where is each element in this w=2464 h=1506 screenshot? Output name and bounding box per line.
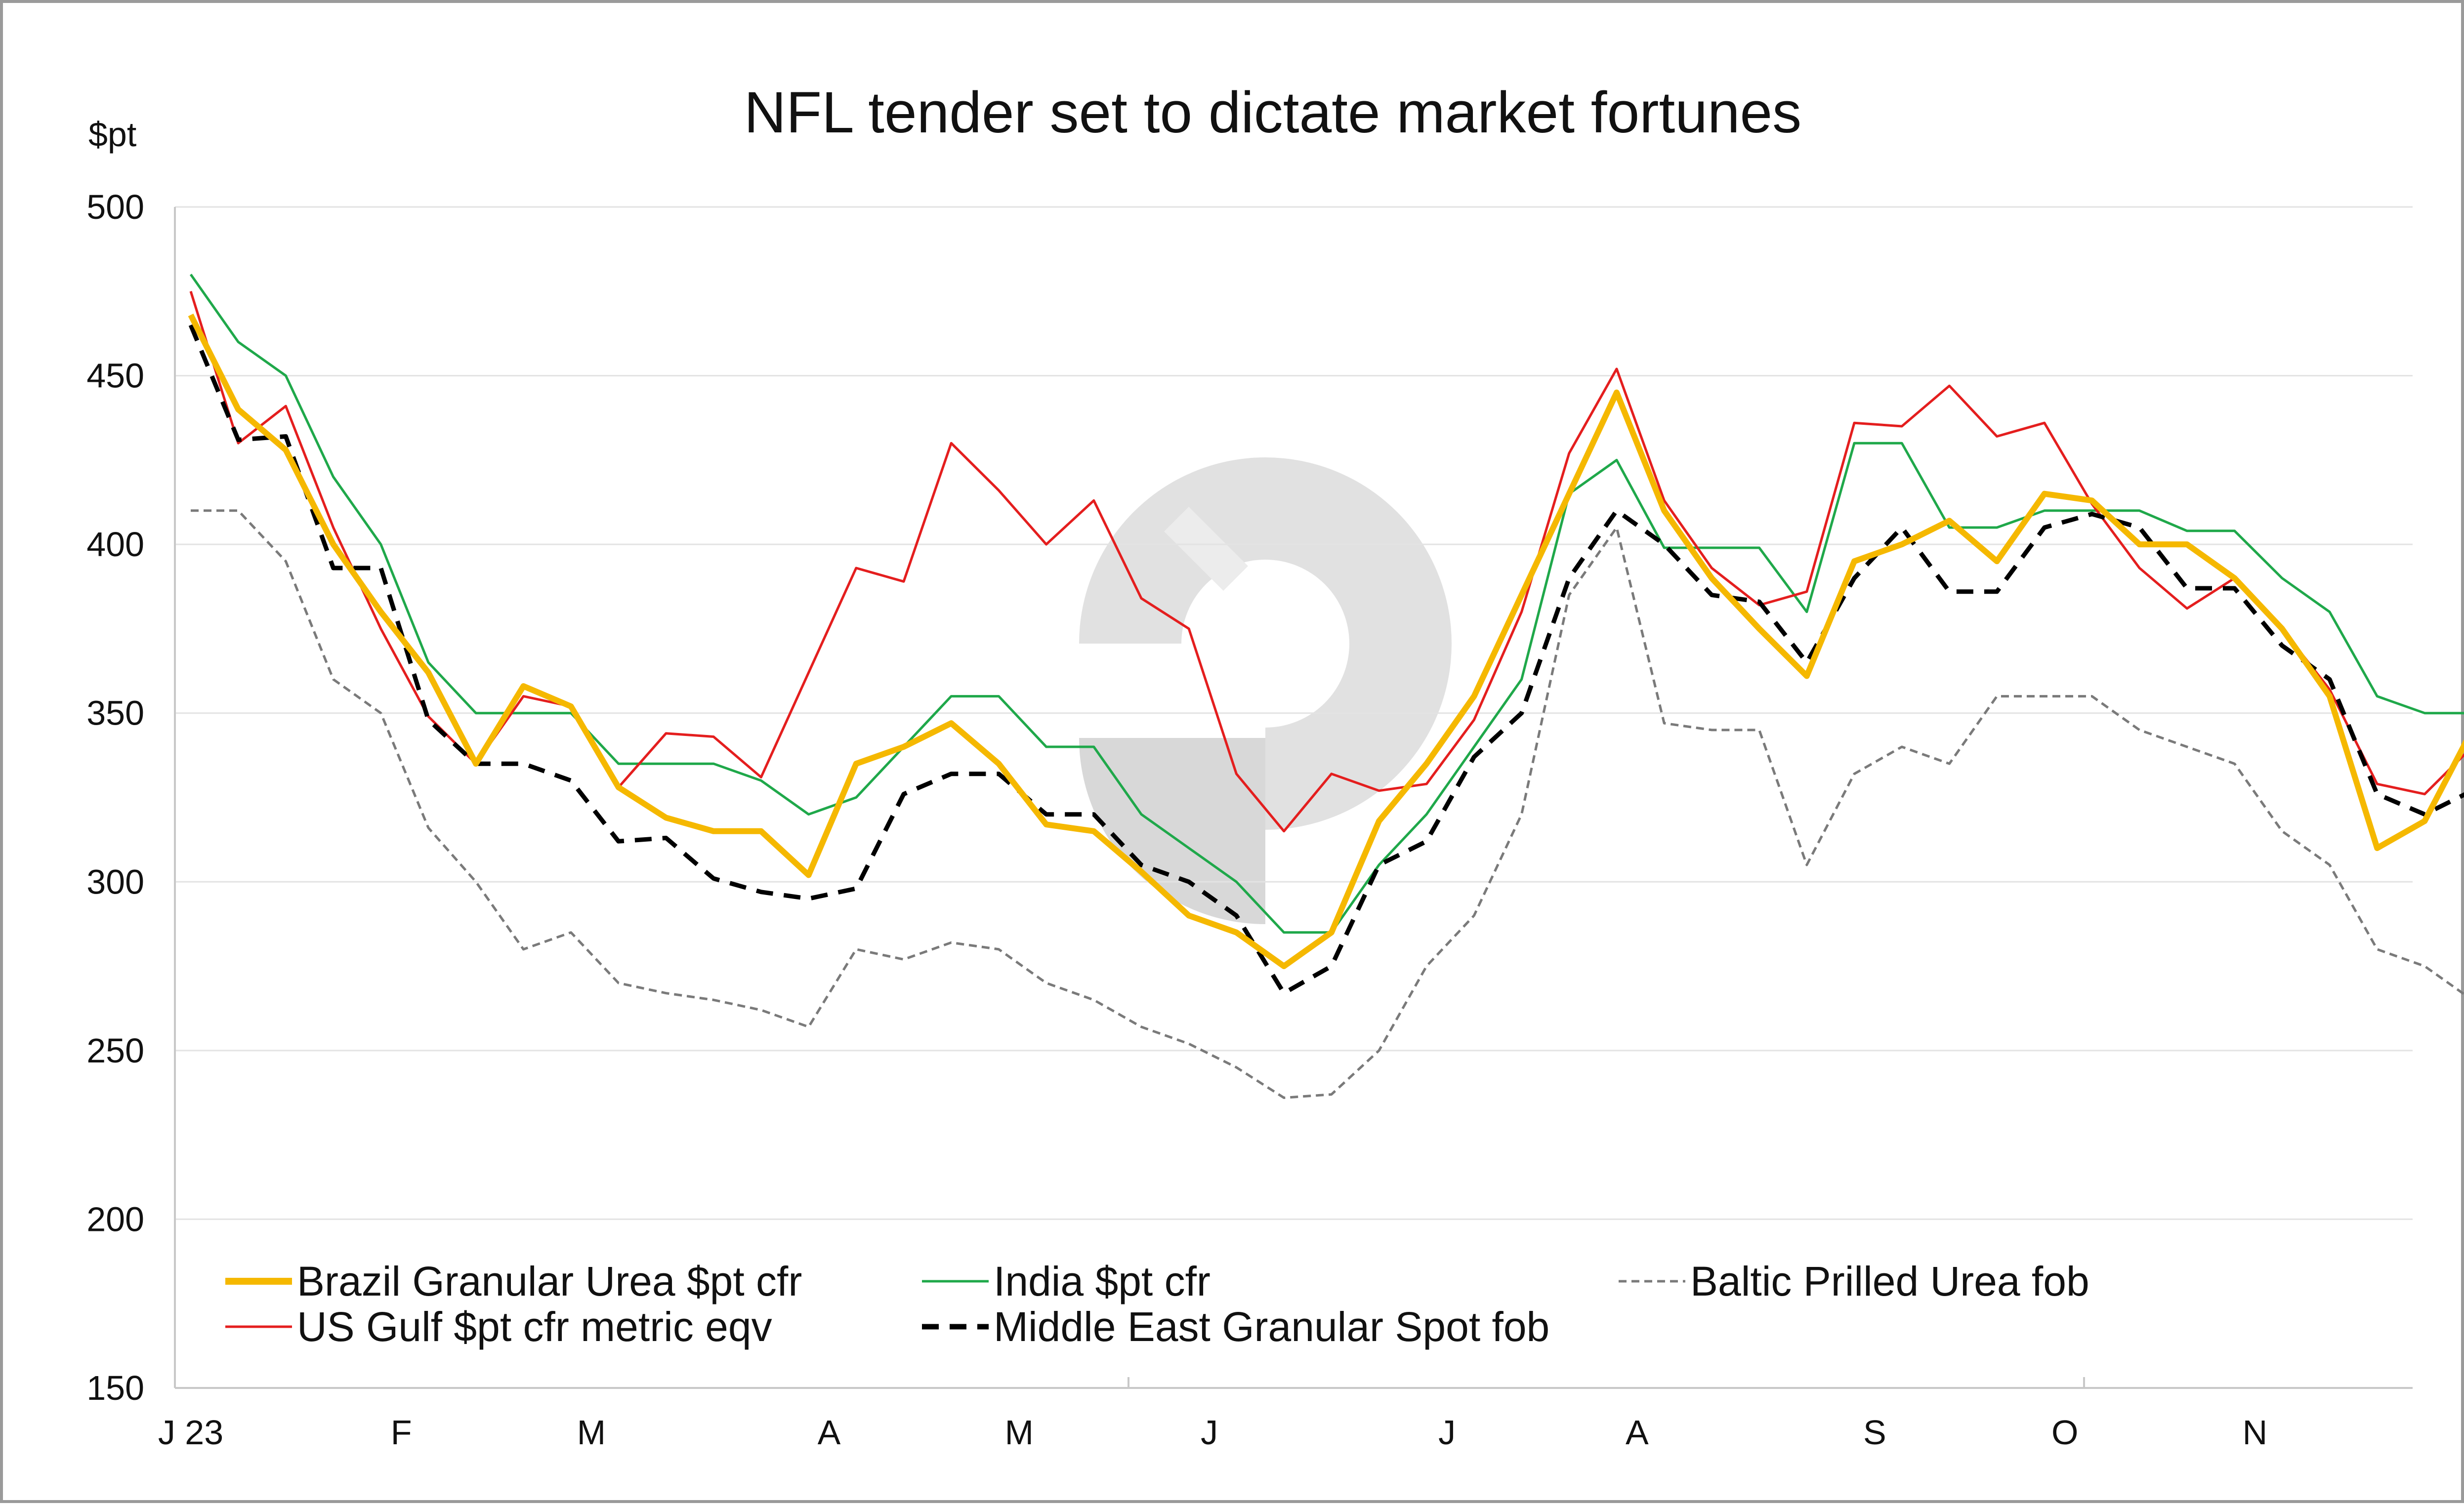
x-tick-label: O [2051,1413,2078,1452]
x-tick-labels: J 23FMAMJJASONDJ 24F [158,1413,2268,1452]
y-axis-label: $pt [88,115,136,154]
y-tick-label: 150 [86,1369,144,1407]
x-tick-label: J 23 [158,1413,223,1452]
y-tick-label: 350 [86,694,144,733]
legend: Brazil Granular Urea $pt cfr India $pt cf… [225,1258,2089,1350]
x-tick-label: A [818,1413,841,1452]
series-lines [188,274,2464,1099]
series-line-1 [189,274,2464,934]
x-tick-label: J [1438,1413,1456,1452]
x-tick-label: N [2243,1413,2268,1452]
x-tick-label: J [1201,1413,1218,1452]
y-tick-label: 450 [86,357,144,395]
y-tick-label: 400 [86,525,144,564]
legend-label: Baltic Prilled Urea fob [1690,1258,2089,1304]
watermark-logo [1079,457,1452,924]
y-tick-label: 250 [86,1031,144,1070]
axes [174,207,2413,1389]
y-tick-label: 500 [86,188,144,226]
x-tick-label: S [1863,1413,1886,1452]
legend-label: India $pt cfr [994,1258,1211,1304]
legend-label: Brazil Granular Urea $pt cfr [297,1258,802,1304]
series-line-4 [191,509,2464,1099]
legend-label: Middle East Granular Spot fob [994,1303,1549,1350]
y-tick-label: 300 [86,862,144,901]
legend-label: US Gulf $pt cfr metric eqv [297,1303,772,1350]
x-tick-label: M [577,1413,606,1452]
x-tick-label: M [1005,1413,1034,1452]
series-line-3 [188,324,2464,996]
y-tick-labels: 150 200 250 300 350 400 450 500 [86,188,144,1407]
x-tick-label: F [391,1413,412,1452]
chart-title: NFL tender set to dictate market fortune… [744,80,1801,145]
y-tick-label: 200 [86,1200,144,1238]
x-tick-label: A [1626,1413,1649,1452]
gridlines [175,206,2413,1220]
series-line-0 [188,313,2464,970]
